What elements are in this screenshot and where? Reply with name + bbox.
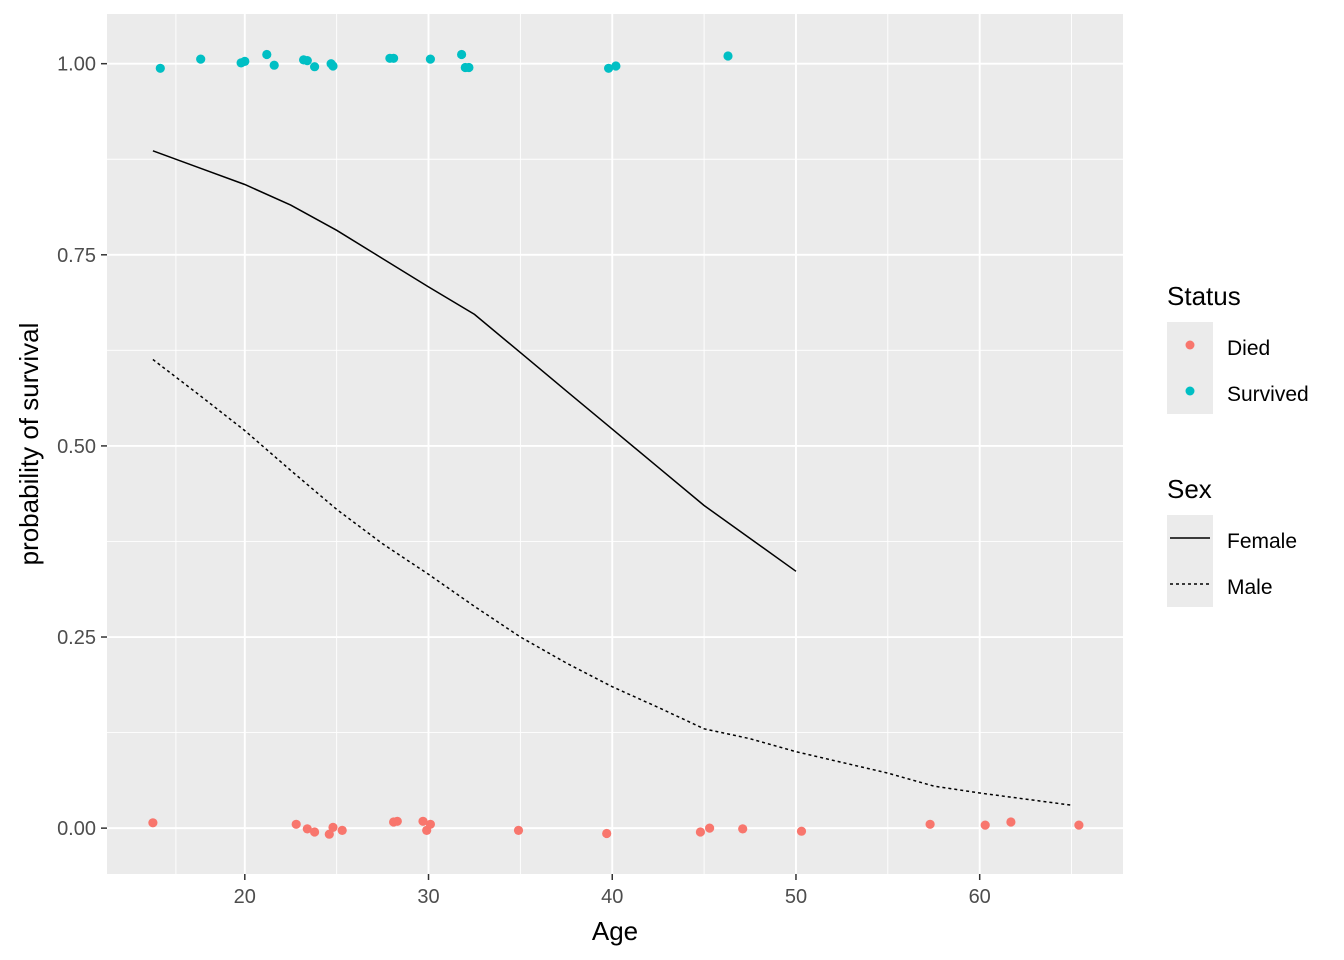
legend-died-key bbox=[1185, 340, 1195, 350]
grid-lines bbox=[107, 14, 1123, 874]
point-died bbox=[925, 819, 935, 829]
y-tick-label: 0.75 bbox=[57, 245, 96, 267]
point-survived bbox=[389, 53, 399, 63]
point-died bbox=[302, 824, 312, 834]
y-axis-title: probability of survival bbox=[14, 323, 44, 566]
x-axis-title: Age bbox=[592, 916, 638, 946]
point-died bbox=[324, 829, 334, 839]
y-tick-label: 0.25 bbox=[57, 627, 96, 649]
legend-status: Status Died Survived bbox=[1167, 281, 1309, 414]
point-died bbox=[392, 816, 402, 826]
legend-sex-key-bg bbox=[1167, 515, 1213, 607]
legend-status-title: Status bbox=[1167, 281, 1241, 311]
point-survived bbox=[269, 60, 279, 70]
point-survived bbox=[328, 61, 338, 71]
legend-male-label: Male bbox=[1227, 576, 1273, 599]
series-line-female bbox=[152, 150, 797, 572]
x-tick-label: 50 bbox=[785, 886, 807, 908]
point-survived bbox=[240, 56, 250, 66]
point-survived bbox=[425, 54, 435, 64]
point-died bbox=[337, 825, 347, 836]
point-died bbox=[418, 816, 428, 826]
point-died bbox=[310, 827, 320, 837]
axis-ticks: 20 30 40 50 60 0.00 0.25 0.50 0.75 1.00 bbox=[57, 54, 991, 908]
x-tick-label: 20 bbox=[234, 886, 256, 908]
fit-lines bbox=[152, 150, 1072, 806]
point-died bbox=[695, 827, 706, 837]
point-survived bbox=[604, 63, 614, 73]
point-died bbox=[980, 820, 990, 830]
point-died bbox=[148, 818, 158, 828]
data-points bbox=[148, 49, 1084, 839]
x-tick-label: 30 bbox=[417, 886, 439, 908]
point-died bbox=[291, 819, 301, 829]
point-died bbox=[1074, 820, 1084, 830]
point-survived bbox=[611, 61, 621, 71]
point-survived bbox=[457, 49, 467, 60]
point-survived bbox=[723, 51, 733, 61]
point-died bbox=[513, 825, 524, 836]
x-tick-label: 40 bbox=[601, 886, 623, 908]
point-died bbox=[425, 819, 435, 829]
y-tick-label: 0.50 bbox=[57, 436, 96, 458]
legend-status-key-bg bbox=[1167, 322, 1213, 414]
plot-panel bbox=[107, 14, 1123, 874]
point-died bbox=[1006, 817, 1016, 827]
legend-female-label: Female bbox=[1227, 530, 1297, 553]
legend-survived-label: Survived bbox=[1227, 383, 1309, 406]
point-survived bbox=[155, 63, 165, 73]
x-tick-label: 60 bbox=[969, 886, 991, 908]
y-tick-label: 0.00 bbox=[57, 818, 96, 840]
y-tick-label: 1.00 bbox=[57, 54, 96, 76]
legend-survived-key bbox=[1185, 386, 1195, 396]
legend-sex: Sex Female Male bbox=[1167, 474, 1297, 607]
point-died bbox=[328, 822, 338, 833]
legend-died-label: Died bbox=[1227, 337, 1270, 360]
point-survived bbox=[302, 56, 312, 66]
point-survived bbox=[464, 62, 474, 73]
point-died bbox=[796, 826, 807, 836]
point-survived bbox=[262, 49, 272, 60]
legend-sex-title: Sex bbox=[1167, 474, 1212, 504]
point-survived bbox=[310, 62, 320, 72]
point-died bbox=[705, 823, 715, 833]
point-died bbox=[738, 824, 748, 834]
point-survived bbox=[196, 54, 206, 64]
point-died bbox=[602, 828, 612, 839]
series-line-male bbox=[152, 358, 1072, 806]
